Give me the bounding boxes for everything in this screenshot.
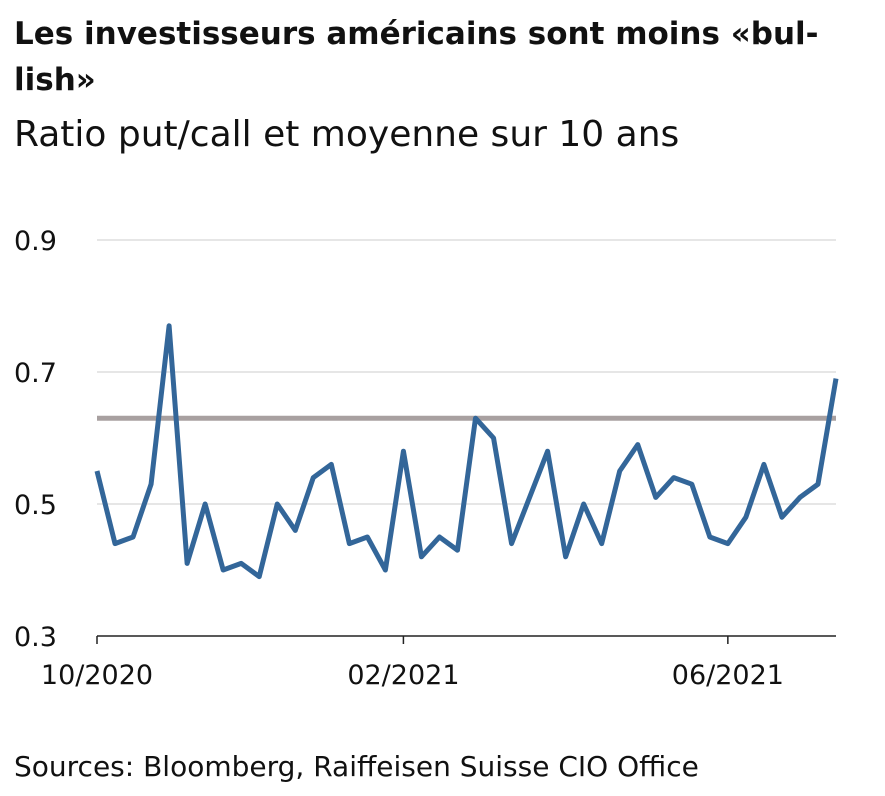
chart-title: Les investisseurs américains sont moins … (14, 16, 819, 52)
y-tick-label: 0.5 (14, 490, 57, 521)
data-line (94, 323, 839, 580)
chart-subtitle: Ratio put/call et moyenne sur 10 ans (14, 114, 679, 155)
x-tick-label: 06/2021 (672, 660, 784, 691)
y-tick-label: 0.9 (14, 226, 57, 257)
x-tick-label: 10/2020 (41, 660, 153, 691)
x-tick-label: 02/2021 (347, 660, 459, 691)
source-note: Sources: Bloomberg, Raiffeisen Suisse CI… (14, 750, 699, 783)
y-tick-label: 0.7 (14, 358, 57, 389)
y-tick-label: 0.3 (14, 622, 57, 653)
chart-title: lish» (14, 62, 96, 98)
